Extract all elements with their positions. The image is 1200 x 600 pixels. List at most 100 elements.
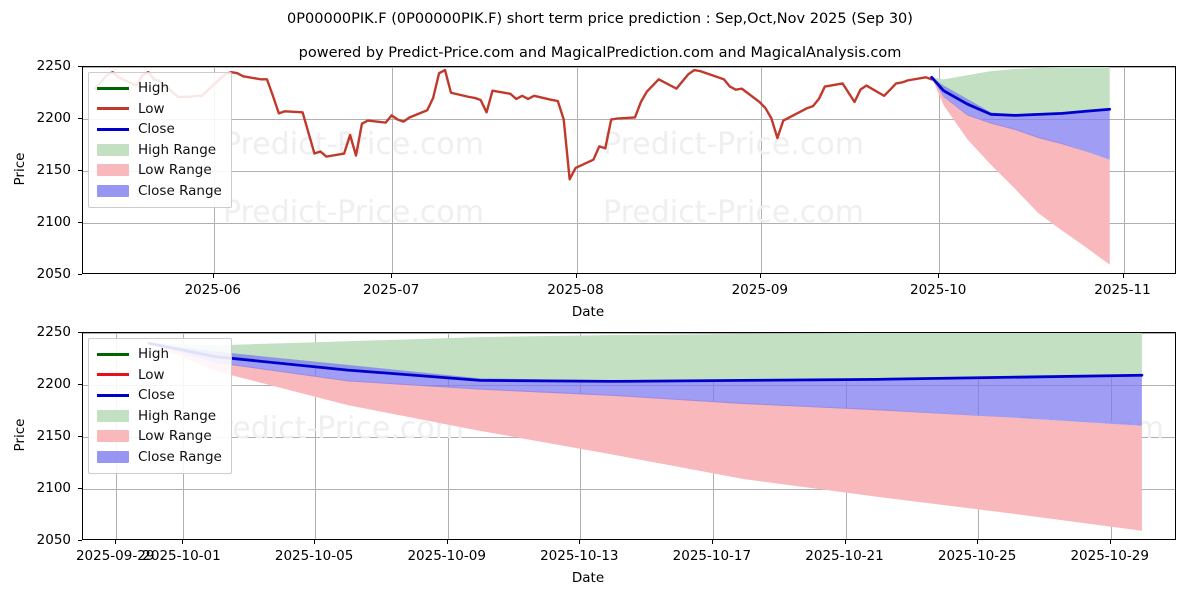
legend-item-low: Low [97, 99, 222, 120]
legend-item-high: High [97, 78, 222, 99]
swatch-fill [97, 184, 129, 197]
x-axis-tick-label: 2025-10-29 [1070, 548, 1149, 564]
legend-line-swatch-icon [97, 347, 129, 361]
page-subtitle: powered by Predict-Price.com and Magical… [298, 45, 902, 61]
x-axis-tick-label: 2025-11 [1094, 282, 1151, 298]
legend-item-label: High [138, 346, 170, 363]
legend-item-low: Low [97, 365, 222, 386]
legend-patch-swatch-icon [97, 143, 129, 157]
x-axis-tick-label: 2025-09-29 [75, 548, 155, 564]
x-axis-tick-label: 2025-10-13 [540, 548, 619, 564]
x-axis-tick-mark [579, 540, 581, 544]
x-axis-tick-mark [1109, 540, 1111, 544]
swatch-fill [97, 107, 129, 111]
legend-item-label: High [138, 80, 170, 97]
close-range-band [931, 77, 1110, 160]
x-axis-tick-mark [844, 540, 846, 544]
swatch-fill [97, 430, 129, 443]
x-axis-tick-label: 2025-10 [909, 282, 967, 298]
y-axis-tick-label: 2100 [36, 480, 71, 496]
x-axis-tick-mark [1122, 274, 1124, 278]
legend-item-close: Close [97, 119, 222, 140]
y-axis-tick-mark [78, 170, 82, 171]
y-axis-tick-label: 2250 [36, 324, 71, 340]
swatch-fill [97, 164, 129, 177]
legend-line-swatch-icon [97, 388, 129, 402]
legend-patch-swatch-icon [97, 184, 129, 198]
legend-item-close: Close [97, 385, 222, 406]
y-axis-tick-mark [78, 540, 82, 541]
x-axis-tick-mark [759, 274, 761, 278]
x-axis-tick-label: 2025-10-05 [274, 548, 354, 564]
legend-patch-swatch-icon [97, 450, 129, 464]
x-axis-tick-mark [115, 540, 117, 544]
gridline-horizontal [83, 489, 1175, 490]
x-axis-tick-label: 2025-08 [547, 282, 604, 298]
y-axis-tick-mark [78, 332, 82, 333]
legend-item-label: Low [138, 366, 165, 383]
y-axis-tick-label: 2100 [36, 214, 71, 230]
legend-item-label: Close Range [138, 182, 222, 199]
x-axis-tick-mark [181, 540, 183, 544]
series-canvas-top [93, 67, 1112, 265]
plot-area-top: Predict-Price.com Predict-Price.com Predic… [82, 66, 1176, 274]
legend-item-close-range: Close Range [97, 447, 222, 468]
y-axis-label-bottom: Price [12, 418, 28, 452]
y-axis-tick-mark [78, 118, 82, 119]
y-axis-tick-label: 2050 [36, 266, 71, 282]
low-range-band [149, 343, 1142, 531]
swatch-fill [97, 352, 129, 356]
y-axis-tick-mark [78, 222, 82, 223]
gridline-vertical [315, 333, 317, 539]
x-axis-tick-label: 2025-10-25 [937, 548, 1017, 564]
y-axis-tick-label: 2200 [36, 110, 71, 126]
swatch-fill [97, 127, 129, 131]
legend-item-label: Close [138, 121, 175, 138]
x-axis-tick-label: 2025-10-01 [142, 548, 221, 564]
y-axis-tick-mark [78, 488, 82, 489]
y-axis-tick-mark [78, 436, 82, 437]
gridline-vertical [760, 67, 762, 273]
gridline-horizontal [83, 171, 1175, 172]
legend-line-swatch-icon [97, 102, 129, 116]
high-range-band [149, 333, 1142, 382]
high-range-band [931, 67, 1110, 116]
legend-item-label: Close Range [138, 448, 222, 465]
y-axis-tick-label: 2050 [36, 532, 71, 548]
legend-top: High Low Close High Range Low Range Close Ran… [88, 72, 232, 208]
x-axis-tick-mark [575, 274, 577, 278]
y-axis-tick-label: 2150 [36, 428, 71, 444]
legend-item-label: Close [138, 387, 175, 404]
page-title: 0P00000PIK.F (0P00000PIK.F) short term p… [287, 11, 913, 27]
legend-patch-swatch-icon [97, 409, 129, 423]
gridline-horizontal [83, 223, 1175, 224]
low-range-band [931, 77, 1110, 265]
gridline-vertical [392, 67, 394, 273]
plot-area-bottom: Predict-Price.comPredict-Price.comPredic… [82, 332, 1176, 540]
x-axis-tick-label: 2025-10-17 [672, 548, 752, 564]
x-axis-tick-mark [977, 540, 979, 544]
y-axis-ticks-top: 2050 2100 2150 2200 2250 [0, 58, 82, 282]
swatch-fill [97, 393, 129, 397]
x-axis-tick-label: 2025-09 [731, 282, 788, 298]
series-canvas-bottom [147, 333, 1144, 531]
swatch-fill [97, 450, 129, 463]
y-axis-tick-mark [78, 66, 82, 67]
legend-patch-swatch-icon [97, 429, 129, 443]
y-axis-tick-label: 2250 [36, 58, 71, 74]
x-axis-tick-mark [212, 274, 214, 278]
legend-item-high-range: High Range [97, 406, 222, 427]
x-axis-tick-label: 2025-10-21 [805, 548, 884, 564]
legend-item-label: Low Range [138, 162, 212, 179]
x-axis-tick-mark [391, 274, 393, 278]
x-axis-tick-label: 2025-07 [362, 282, 420, 298]
y-axis-tick-label: 2150 [36, 162, 71, 178]
gridline-horizontal [83, 119, 1175, 120]
gridline-vertical [576, 67, 578, 273]
legend-line-swatch-icon [97, 368, 129, 382]
gridline-horizontal [83, 67, 1175, 68]
close-forecast-line [147, 341, 1144, 383]
y-axis-tick-mark [78, 384, 82, 385]
gridline-horizontal [83, 333, 1175, 334]
